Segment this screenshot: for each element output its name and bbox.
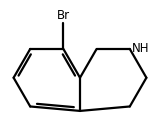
Text: NH: NH xyxy=(132,42,149,55)
Text: Br: Br xyxy=(57,9,70,22)
